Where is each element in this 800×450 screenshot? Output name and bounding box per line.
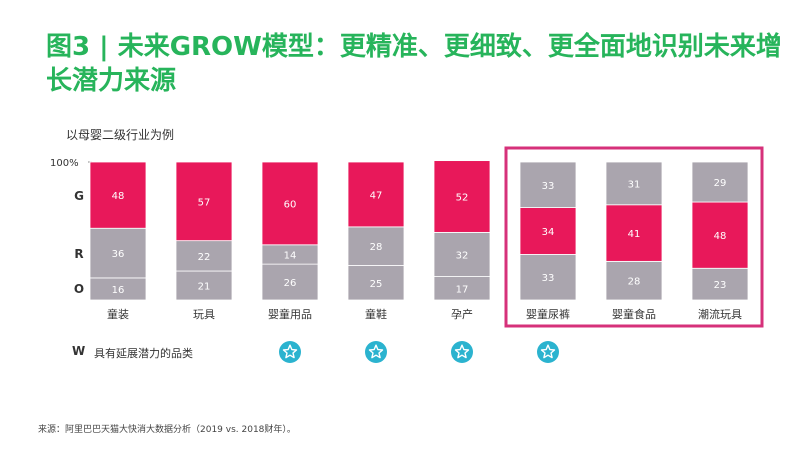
bar-segment-o	[605, 260, 663, 301]
data-label: 47	[370, 190, 383, 201]
category-label: 婴童尿裤	[526, 307, 570, 321]
category-label: 潮流玩具	[698, 307, 742, 321]
star-icon	[451, 341, 473, 363]
row-label-w: W	[72, 344, 86, 358]
data-label: 48	[112, 191, 125, 202]
data-label: 25	[370, 279, 383, 290]
category-label: 婴童用品	[268, 307, 312, 321]
data-label: 57	[198, 197, 211, 208]
bar-segment-g	[175, 161, 233, 242]
bar-segment-o	[175, 270, 233, 301]
category-label: 玩具	[193, 308, 215, 321]
data-label: 28	[370, 242, 383, 253]
star-icon	[365, 341, 387, 363]
bar-segment-g	[691, 161, 749, 203]
bar-segment-g	[89, 161, 147, 229]
data-label: 22	[198, 252, 211, 263]
category-label: 孕产	[451, 307, 473, 321]
row-label-g: G	[74, 189, 84, 203]
chart-subtitle: 以母婴二级行业为例	[66, 128, 175, 142]
bar-segment-r	[347, 226, 405, 266]
category-label: 婴童食品	[612, 307, 656, 321]
data-label: 29	[714, 178, 727, 189]
data-label: 32	[456, 250, 469, 261]
category-label: 童鞋	[365, 307, 387, 321]
bar-segment-r	[519, 207, 577, 255]
data-label: 31	[628, 179, 641, 190]
data-label: 60	[284, 199, 297, 210]
bar-segment-r	[175, 240, 233, 272]
bar-segment-g	[433, 160, 491, 233]
data-label: 33	[542, 273, 555, 284]
row-label-o: O	[73, 282, 85, 296]
highlight-box	[504, 146, 764, 328]
data-label: 28	[628, 277, 641, 288]
row-label-r: R	[74, 247, 84, 261]
bar-segment-o	[519, 254, 577, 301]
bar-segment-r	[691, 201, 749, 269]
bar-segment-r	[89, 227, 147, 279]
data-label: 16	[112, 285, 125, 296]
stacked-bar-chart: 16 36 48 童装 21 22 57 玩具 26 14 60 婴童用品 25 28 47 童鞋 17 32 52…	[88, 146, 764, 328]
bar-segment-r	[433, 231, 491, 277]
bar-segment-g	[347, 161, 405, 228]
data-label: 17	[456, 284, 469, 295]
data-label: 52	[456, 193, 469, 204]
bar-segment-g	[261, 161, 319, 246]
w-row-description: 具有延展潜力的品类	[94, 347, 193, 360]
y-top-label: 100%	[50, 158, 79, 169]
data-label: 14	[284, 250, 297, 261]
data-label: 23	[714, 280, 727, 291]
category-label: 童装	[107, 307, 129, 321]
data-label: 26	[284, 278, 297, 289]
source-note: 来源：阿里巴巴天猫大快消大数据分析（2019 vs. 2018财年）。	[38, 425, 296, 435]
bar-segment-g	[519, 161, 577, 208]
bar-segment-o	[347, 265, 405, 301]
bar-segment-o	[261, 263, 319, 301]
data-label: 33	[542, 181, 555, 192]
data-label: 34	[542, 227, 555, 238]
data-label: 41	[628, 229, 641, 240]
bar-segment-g	[605, 161, 663, 206]
page-title: 图3 | 未来GROW模型：更精准、更细致、更全面地识别未来增长潜力来源	[46, 32, 782, 96]
data-label: 36	[112, 249, 125, 260]
star-icon	[279, 341, 301, 363]
star-icon	[537, 341, 559, 363]
data-label: 48	[714, 231, 727, 242]
data-label: 21	[198, 282, 211, 293]
